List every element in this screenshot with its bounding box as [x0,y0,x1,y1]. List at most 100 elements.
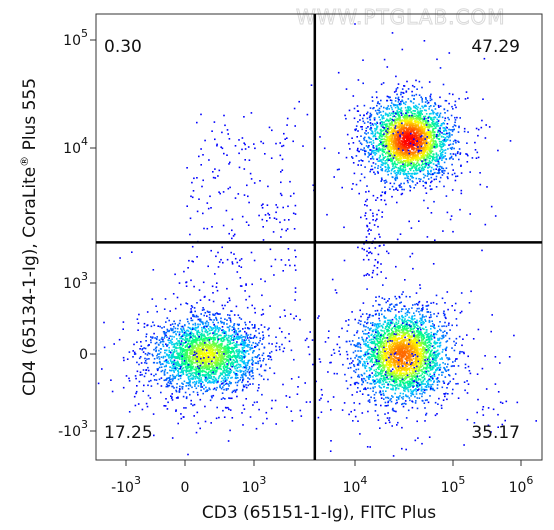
event-point [436,367,439,369]
event-point [238,352,240,355]
event-point [426,334,429,336]
event-point [165,385,168,388]
event-point [205,348,208,351]
event-point [389,345,392,347]
event-point [219,334,222,336]
event-point [407,311,409,313]
event-point [389,310,392,313]
event-point [227,370,229,372]
event-point [375,328,378,330]
event-point [174,375,177,378]
event-point [214,370,217,373]
event-point [172,353,174,356]
event-point [263,358,265,360]
event-point [398,363,400,366]
event-point [236,364,238,366]
event-point [199,380,202,383]
event-point [415,378,417,381]
event-point [236,374,238,377]
event-point [228,361,230,363]
event-point [185,281,187,284]
event-point [408,349,410,351]
event-point [414,372,417,374]
event-point [405,345,408,348]
event-point [223,384,225,387]
event-point [368,328,371,330]
event-point [424,367,427,370]
event-point [220,357,222,359]
event-point [382,334,385,336]
event-point [407,380,409,383]
event-point [223,345,226,348]
event-point [422,353,425,356]
event-point [231,376,233,379]
event-point [202,347,204,349]
event-point [181,335,183,338]
event-point [180,303,182,306]
event-point [204,337,207,339]
event-point [426,308,428,311]
event-point [165,331,168,334]
event-point [217,345,220,348]
event-point [162,338,164,341]
event-point [213,380,216,383]
event-point [430,302,432,304]
event-point [418,397,421,399]
event-point [400,324,402,326]
event-point [228,372,231,374]
event-point [288,340,291,343]
event-point [419,364,422,367]
event-point [204,375,206,378]
event-point [192,323,194,326]
event-point [145,333,148,335]
event-point [235,373,237,375]
event-point [449,380,451,383]
event-point [251,372,254,374]
event-point [159,351,162,354]
event-point [218,348,221,351]
event-point [234,338,236,340]
event-point [195,316,197,318]
event-point [219,327,221,330]
event-point [348,340,351,343]
event-point [417,361,419,364]
event-point [176,342,179,345]
event-point [202,307,204,309]
event-point [411,307,413,309]
event-point [429,369,432,371]
event-point [228,374,231,377]
event-point [223,321,225,324]
event-point [422,391,425,393]
event-point [391,348,393,350]
event-point [208,387,210,389]
event-point [421,365,424,367]
event-point [168,377,170,379]
event-point [229,355,232,358]
event-point [235,374,237,377]
event-point [379,373,382,375]
event-point [168,337,170,340]
event-point [222,330,225,333]
event-point [377,354,379,356]
event-point [191,356,194,358]
event-point [369,346,371,349]
event-point [417,365,419,368]
event-point [194,376,197,378]
event-point [145,335,147,338]
event-point [226,348,228,350]
event-point [358,361,361,363]
event-point [222,362,224,365]
event-point [400,350,402,353]
event-point [189,383,191,386]
event-point [247,380,249,383]
event-point [190,340,193,343]
event-point [378,335,381,338]
event-point [436,378,438,381]
event-point [431,354,433,356]
event-point [216,352,218,354]
event-point [359,362,361,364]
event-point [178,341,181,343]
event-point [241,355,243,357]
event-point [213,332,216,334]
event-point [383,349,386,351]
